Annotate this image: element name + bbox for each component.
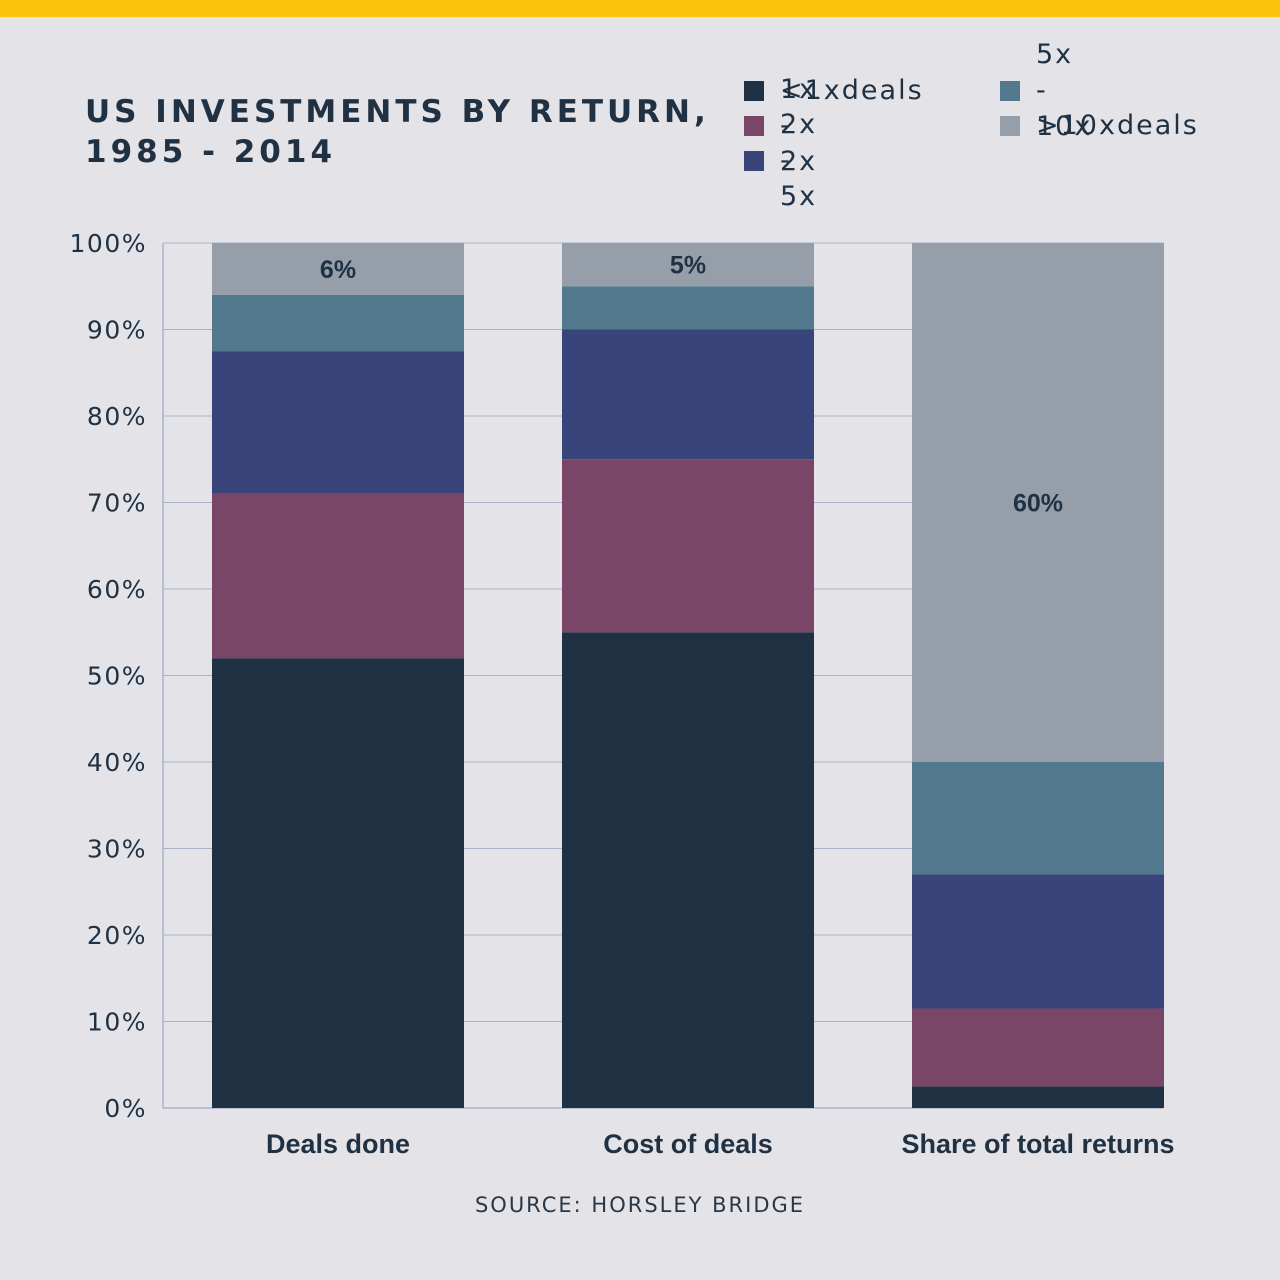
y-tick-label: 0% xyxy=(104,1094,147,1123)
x-category-label: Share of total returns xyxy=(901,1129,1174,1159)
y-tick-label: 90% xyxy=(87,316,147,345)
source-note: SOURCE: HORSLEY BRIDGE xyxy=(474,1193,806,1217)
y-tick-label: 40% xyxy=(87,748,147,777)
bar-segment xyxy=(212,351,464,494)
chart-title-line-1: US INVESTMENTS BY RETURN, xyxy=(85,94,710,130)
chart-title-line-2: 1985 - 2014 xyxy=(85,134,337,170)
legend-swatch xyxy=(744,151,764,171)
legend-item-2x-5x: 2x - 5x xyxy=(744,109,817,212)
legend-swatch xyxy=(744,116,764,136)
legend-item-1x-2x: 1x - 2x xyxy=(744,74,817,177)
chart-title: US INVESTMENTS BY RETURN, 1985 - 2014 xyxy=(85,92,710,172)
bar-segment xyxy=(912,1086,1164,1108)
bar-value-label: 6% xyxy=(320,256,356,284)
bar-segment xyxy=(562,459,814,633)
bar-segment xyxy=(212,243,464,295)
legend-item-gt10x: >10xdeals xyxy=(1000,108,1199,144)
bar-segment xyxy=(562,243,814,287)
y-tick-label: 20% xyxy=(87,921,147,950)
bar-segment xyxy=(562,286,814,330)
x-category-label: Cost of deals xyxy=(603,1129,773,1159)
bar-segment xyxy=(912,762,1164,875)
legend-label: 5x - 10x xyxy=(1036,39,1093,142)
bar-segment xyxy=(212,658,464,1108)
legend-item-lt1x: <1xdeals xyxy=(744,73,924,109)
bar-segment xyxy=(562,329,814,460)
bar-segment xyxy=(912,243,1164,762)
legend-label: 2x - 5x xyxy=(780,109,818,212)
legend-label: 1x - 2x xyxy=(780,74,818,177)
y-tick-label: 30% xyxy=(87,835,147,864)
y-tick-label: 100% xyxy=(70,229,147,258)
legend-item-5x-10x: 5x - 10x xyxy=(1000,39,1092,142)
legend-swatch xyxy=(1000,81,1020,101)
y-tick-label: 70% xyxy=(87,489,147,518)
legend-label: >10xdeals xyxy=(1036,110,1199,141)
bar-segment xyxy=(212,493,464,659)
bar-segment xyxy=(562,632,814,1108)
bar-value-label: 5% xyxy=(670,252,706,280)
bar-segment xyxy=(912,1008,1164,1087)
bar-segment xyxy=(912,874,1164,1009)
y-tick-label: 60% xyxy=(87,575,147,604)
y-tick-label: 50% xyxy=(87,662,147,691)
x-category-label: Deals done xyxy=(266,1129,410,1159)
legend-swatch xyxy=(744,81,764,101)
legend-swatch xyxy=(1000,116,1020,136)
top-accent-bar xyxy=(0,0,1280,17)
bar-value-label: 60% xyxy=(1013,490,1063,518)
y-tick-label: 10% xyxy=(87,1008,147,1037)
bar-segment xyxy=(212,294,464,352)
y-tick-label: 80% xyxy=(87,402,147,431)
legend-label: <1xdeals xyxy=(780,75,924,106)
